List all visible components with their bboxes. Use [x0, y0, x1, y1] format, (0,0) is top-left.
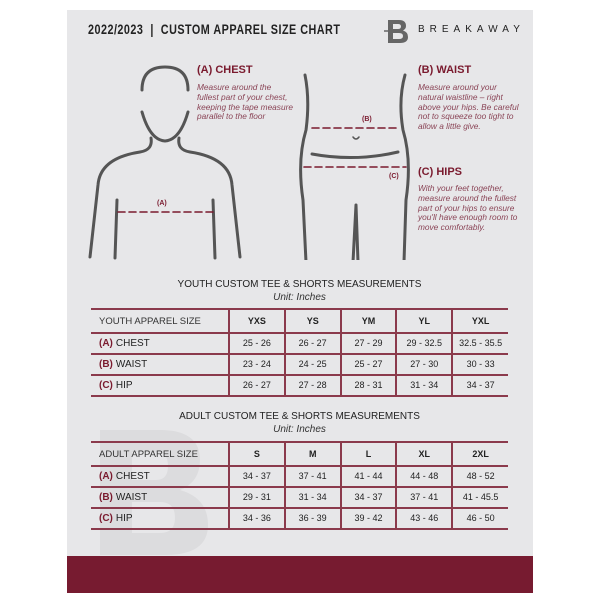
row-label: WAIST — [115, 492, 148, 503]
cell: 39 - 42 — [339, 507, 397, 530]
size-header: S — [228, 441, 285, 467]
cell: 34 - 37 — [451, 374, 508, 397]
waist-instructions: Measure around your natural waistline – … — [418, 82, 519, 132]
marker-a: (A) — [157, 200, 167, 207]
row-label: WAIST — [115, 359, 148, 370]
table-header-row: YOUTH APPAREL SIZE YXS YS YM YL YXL — [91, 308, 508, 334]
adult-size-table: ADULT APPAREL SIZE S M L XL 2XL (A) CHEST… — [91, 441, 508, 530]
torso-outline — [88, 136, 242, 260]
youth-table-title: YOUTH CUSTOM TEE & SHORTS MEASUREMENTS — [177, 279, 422, 290]
cell: 25 - 27 — [339, 353, 397, 376]
cell: 48 - 52 — [451, 465, 508, 488]
waist-outline — [299, 73, 410, 260]
size-header: XL — [395, 441, 453, 467]
size-header: YXL — [451, 308, 508, 334]
row-label: HIP — [115, 513, 133, 524]
row-label: CHEST — [115, 471, 150, 482]
size-header: 2XL — [451, 441, 508, 467]
adult-table-title: ADULT CUSTOM TEE & SHORTS MEASUREMENTS — [179, 411, 420, 422]
size-header: YXS — [228, 308, 285, 334]
chest-heading: (A) CHEST — [197, 64, 253, 76]
marker-b: (B) — [362, 116, 372, 123]
table-row: (A) CHEST 25 - 26 26 - 27 27 - 29 29 - 32.5 32… — [91, 332, 508, 355]
marker-c: (C) — [389, 173, 399, 180]
row-letter: (C) — [99, 513, 113, 524]
youth-unit: Unit: Inches — [273, 292, 326, 303]
cell: 29 - 32.5 — [395, 332, 453, 355]
brand-logo-icon — [384, 20, 408, 43]
cell: 34 - 36 — [228, 507, 285, 530]
cell: 29 - 31 — [228, 486, 285, 509]
table-row: (A) CHEST 34 - 37 37 - 41 41 - 44 44 - 48 48 -… — [91, 465, 508, 488]
youth-size-table: YOUTH APPAREL SIZE YXS YS YM YL YXL (A) C… — [91, 308, 508, 397]
cell: 34 - 37 — [228, 465, 285, 488]
cell: 44 - 48 — [395, 465, 453, 488]
row-letter: (A) — [99, 471, 113, 482]
cell: 41 - 44 — [339, 465, 397, 488]
row-letter: (C) — [99, 380, 113, 391]
waist-heading: (B) WAIST — [418, 64, 472, 76]
row-letter: (A) — [99, 338, 113, 349]
cell: 27 - 30 — [395, 353, 453, 376]
cell: 36 - 39 — [283, 507, 341, 530]
row-letter: (B) — [99, 492, 113, 503]
cell: 23 - 24 — [228, 353, 285, 376]
header-label: ADULT APPAREL SIZE — [91, 441, 229, 467]
cell: 27 - 29 — [339, 332, 397, 355]
size-header: L — [339, 441, 397, 467]
footer-bar — [67, 556, 533, 593]
table-row: (C) HIP 34 - 36 36 - 39 39 - 42 43 - 46 46 - 5… — [91, 507, 508, 530]
cell: 37 - 41 — [283, 465, 341, 488]
chest-instructions: Measure around the fullest part of your … — [197, 82, 293, 122]
size-header: YM — [339, 308, 397, 334]
brand-name: BREAKAWAY — [418, 24, 525, 35]
cell: 46 - 50 — [451, 507, 508, 530]
hips-instructions: With your feet together, measure around … — [418, 183, 518, 233]
cell: 26 - 27 — [228, 374, 285, 397]
table-header-row: ADULT APPAREL SIZE S M L XL 2XL — [91, 441, 508, 467]
size-header: M — [283, 441, 341, 467]
size-header: YL — [395, 308, 453, 334]
table-row: (C) HIP 26 - 27 27 - 28 28 - 31 31 - 34 34 - 3… — [91, 374, 508, 397]
cell: 24 - 25 — [283, 353, 341, 376]
head-outline — [140, 65, 190, 143]
cell: 27 - 28 — [283, 374, 341, 397]
row-letter: (B) — [99, 359, 113, 370]
cell: 37 - 41 — [395, 486, 453, 509]
page-title: 2022/2023 | CUSTOM APPAREL SIZE CHART — [88, 22, 341, 37]
cell: 31 - 34 — [283, 486, 341, 509]
row-label: HIP — [115, 380, 133, 391]
table-row: (B) WAIST 29 - 31 31 - 34 34 - 37 37 - 41 41 -… — [91, 486, 508, 509]
row-label: CHEST — [115, 338, 150, 349]
cell: 32.5 - 35.5 — [451, 332, 508, 355]
body-illustrations — [88, 65, 410, 260]
cell: 41 - 45.5 — [451, 486, 508, 509]
hips-heading: (C) HIPS — [418, 166, 462, 178]
cell: 30 - 33 — [451, 353, 508, 376]
cell: 31 - 34 — [395, 374, 453, 397]
cell: 43 - 46 — [395, 507, 453, 530]
size-header: YS — [283, 308, 341, 334]
table-row: (B) WAIST 23 - 24 24 - 25 25 - 27 27 - 30 30 -… — [91, 353, 508, 376]
cell: 28 - 31 — [339, 374, 397, 397]
adult-unit: Unit: Inches — [273, 424, 326, 435]
cell: 26 - 27 — [283, 332, 341, 355]
cell: 25 - 26 — [228, 332, 285, 355]
cell: 34 - 37 — [339, 486, 397, 509]
header-label: YOUTH APPAREL SIZE — [91, 308, 229, 334]
